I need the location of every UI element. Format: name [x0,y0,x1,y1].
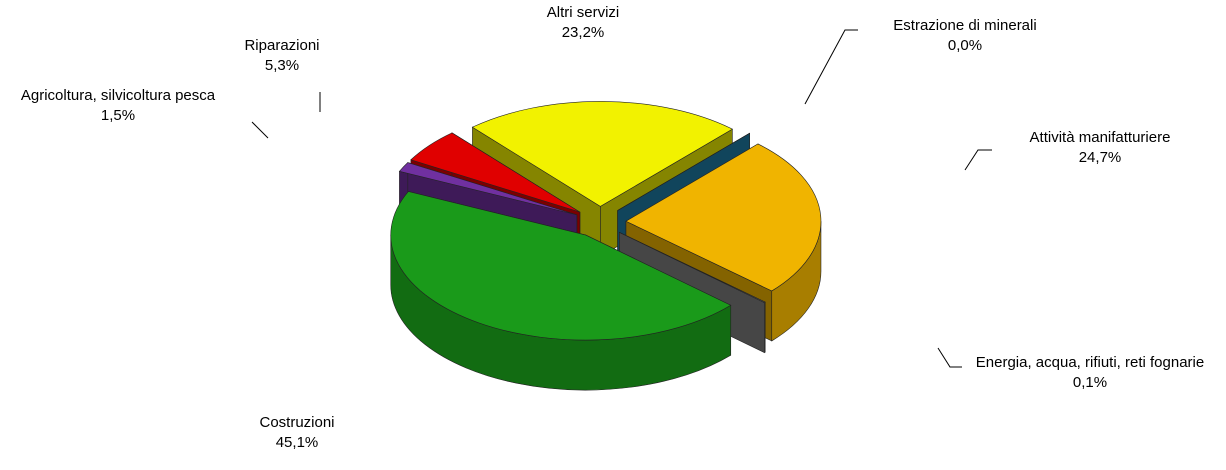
slice-top [471,101,733,207]
value-label: 45,1% [275,434,319,451]
leader-line [804,29,858,105]
slices [390,101,822,391]
category-label: Estrazione di minerali [893,17,1037,34]
value-label: 1,5% [100,107,136,124]
slice-wall [764,301,766,354]
slice [390,191,732,391]
slice-label: Riparazioni 5,3% [212,36,352,76]
category-label: Energia, acqua, rifiuti, reti fognarie [975,354,1205,371]
slice-label: Estrazione di minerali 0,0% [855,16,1075,56]
category-label: Attività manifatturiere [1029,129,1171,146]
value-label: 24,7% [1078,149,1122,166]
value-label: 0,0% [947,37,983,54]
slice-top [619,232,766,303]
category-label: Costruzioni [259,414,335,431]
leader-lines [251,29,992,368]
value-label: 23,2% [561,24,605,41]
slice-top [625,143,822,292]
category-label: Agricoltura, silvicoltura pesca [20,87,216,104]
slice-label: Altri servizi 23,2% [523,3,643,43]
slice-label: Agricoltura, silvicoltura pesca 1,5% [0,86,238,126]
value-label: 5,3% [264,57,300,74]
slice-top [410,132,581,213]
value-label: 0,1% [1072,374,1108,391]
leader-line [251,121,269,139]
slice-top [398,162,577,216]
slice-label: Costruzioni 45,1% [217,413,377,453]
category-label: Altri servizi [546,4,620,21]
leader-line [937,347,962,368]
slice-top [390,191,732,341]
slice-label: Energia, acqua, rifiuti, reti fognarie 0,… [955,353,1225,393]
category-label: Riparazioni [244,37,320,54]
slice-label: Attività manifatturiere 24,7% [990,128,1210,168]
leader-line [964,149,992,171]
